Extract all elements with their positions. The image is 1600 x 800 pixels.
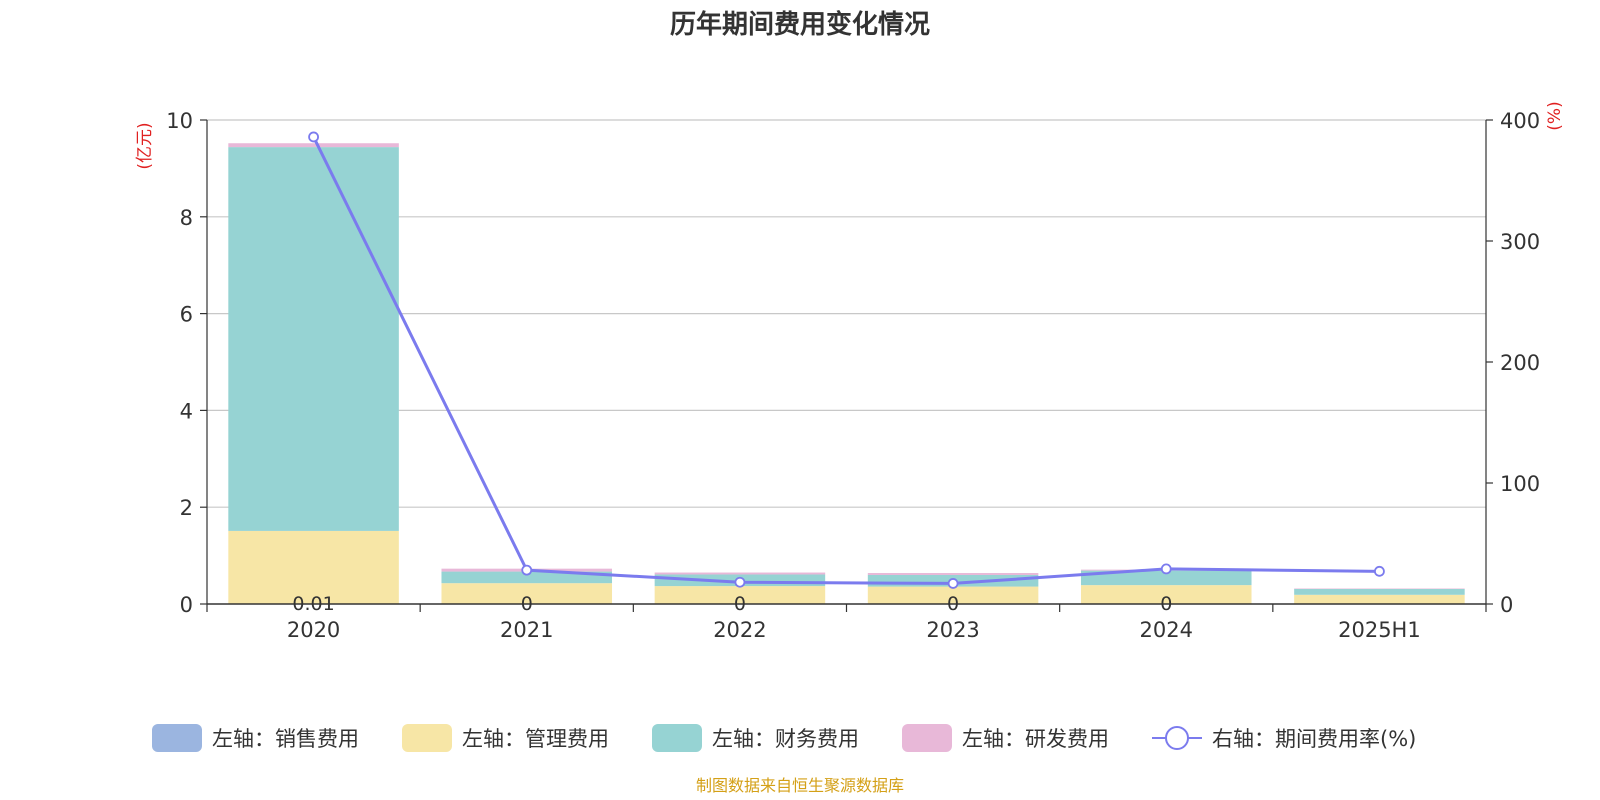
legend-swatch-marker bbox=[1165, 726, 1189, 750]
legend: 左轴：销售费用 左轴：管理费用 左轴：财务费用 左轴：研发费用 右轴：期间费用率(%) bbox=[152, 724, 1416, 752]
left-axis-tick-label: 6 bbox=[180, 303, 193, 327]
bar-segment bbox=[1294, 588, 1465, 595]
left-axis-tick-label: 8 bbox=[180, 206, 193, 230]
rate-point bbox=[947, 578, 959, 589]
legend-label: 右轴：期间费用率(%) bbox=[1212, 727, 1416, 751]
right-axis-tick-label: 0 bbox=[1500, 593, 1513, 617]
bar-segment bbox=[228, 530, 399, 604]
x-axis-tick-label: 2022 bbox=[713, 618, 766, 642]
bar-segment bbox=[441, 571, 613, 584]
x-axis-tick-label: 2021 bbox=[500, 618, 553, 642]
bar-segment bbox=[228, 143, 399, 148]
chart-title: 历年期间费用变化情况 bbox=[670, 9, 930, 40]
left-axis-tick-label: 4 bbox=[180, 399, 193, 423]
rate-point bbox=[734, 576, 746, 588]
left-axis-tick-label: 10 bbox=[166, 109, 193, 133]
right-axis-tick-label: 400 bbox=[1500, 109, 1540, 133]
legend-label: 左轴：管理费用 bbox=[462, 727, 609, 751]
right-axis-tick-label: 300 bbox=[1500, 230, 1540, 254]
grid-lines bbox=[207, 119, 1486, 508]
right-axis-tick-label: 100 bbox=[1500, 472, 1540, 496]
rate-line-layer bbox=[308, 131, 1385, 589]
bar-segment bbox=[654, 572, 826, 575]
x-axis-tick-label: 2024 bbox=[1140, 618, 1193, 642]
right-axis-unit: (%) bbox=[1545, 101, 1565, 130]
rate-point bbox=[1374, 565, 1385, 577]
bar-segment bbox=[1294, 594, 1465, 604]
bar-segment bbox=[867, 573, 1039, 575]
legend-label: 左轴：财务费用 bbox=[712, 727, 859, 751]
legend-swatch bbox=[902, 724, 952, 752]
bar-segment bbox=[441, 583, 613, 604]
legend-label: 左轴：研发费用 bbox=[962, 727, 1109, 751]
bar-segment bbox=[1294, 588, 1465, 590]
source-note: 制图数据来自恒生聚源数据库 bbox=[696, 776, 904, 795]
x-axis-tick-label: 2023 bbox=[926, 618, 979, 642]
left-axis-tick-label: 2 bbox=[180, 496, 193, 520]
rate-line bbox=[312, 136, 1380, 585]
x-axis-tick-label: 2020 bbox=[287, 618, 340, 642]
bar-segment bbox=[228, 147, 399, 531]
left-axis-unit: (亿元) bbox=[135, 122, 155, 169]
legend-swatch bbox=[652, 724, 702, 752]
right-axis-tick-label: 200 bbox=[1500, 351, 1540, 375]
bar-segment bbox=[654, 586, 826, 604]
rate-point bbox=[521, 564, 533, 576]
x-axis-tick-label: 2025H1 bbox=[1338, 618, 1421, 642]
legend-swatch bbox=[152, 724, 202, 752]
legend-swatch bbox=[402, 724, 452, 752]
rate-point bbox=[1160, 563, 1172, 575]
rate-point bbox=[308, 131, 319, 143]
bar-segment bbox=[1080, 570, 1252, 586]
left-axis-tick-label: 0 bbox=[180, 593, 193, 617]
legend-label: 左轴：销售费用 bbox=[212, 727, 359, 751]
bars-layer bbox=[228, 143, 1465, 605]
bar-segment bbox=[1080, 585, 1252, 604]
bar-segment bbox=[867, 586, 1039, 604]
